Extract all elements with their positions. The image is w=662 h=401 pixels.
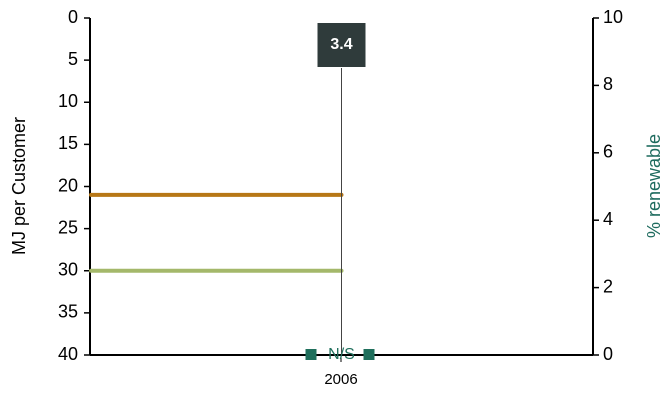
left-tick-label: 0 [68, 7, 78, 27]
left-axis-title: MJ per Customer [9, 117, 29, 255]
right-tick-label: 8 [603, 74, 613, 94]
right-tick-label: 4 [603, 209, 613, 229]
right-tick-label: 6 [603, 142, 613, 162]
left-tick-label: 25 [58, 217, 78, 237]
right-tick-label: 2 [603, 276, 613, 296]
x-category-label: 2006 [324, 371, 357, 388]
left-tick-label: 35 [58, 302, 78, 322]
left-tick-label: 40 [58, 344, 78, 364]
left-tick-label: 30 [58, 260, 78, 280]
ns-annotation: N/S [328, 346, 355, 363]
left-tick-label: 10 [58, 91, 78, 111]
right-tick-label: 0 [603, 344, 613, 364]
right-axis-ticks: 0 2 4 6 8 10 [593, 7, 623, 364]
bar-data-label: 3.4 [330, 36, 352, 53]
ns-marker-left [305, 349, 317, 360]
right-tick-label: 10 [603, 7, 623, 27]
left-tick-label: 5 [68, 49, 78, 69]
left-tick-label: 15 [58, 133, 78, 153]
bar-data-label-box [317, 23, 366, 67]
ns-marker-right [363, 349, 375, 360]
left-axis-ticks: 0 5 10 15 20 25 30 35 40 [58, 7, 90, 364]
right-axis-title: % renewable [644, 134, 662, 238]
left-tick-label: 20 [58, 175, 78, 195]
